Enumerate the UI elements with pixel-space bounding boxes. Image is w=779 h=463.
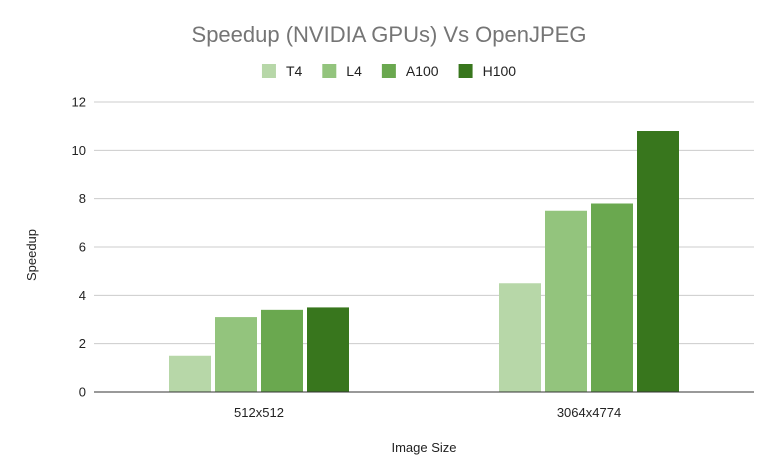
legend-swatch bbox=[261, 64, 276, 78]
legend-item-t4: T4 bbox=[261, 63, 303, 79]
y-tick-label: 10 bbox=[72, 143, 86, 158]
bar-h100-3064x4774 bbox=[637, 131, 679, 392]
y-tick-label: 4 bbox=[79, 288, 86, 303]
legend-label: L4 bbox=[346, 63, 362, 79]
y-axis-ticks: 0 2 4 6 8 10 12 bbox=[72, 95, 86, 400]
y-tick-label: 0 bbox=[79, 385, 86, 400]
x-axis-label: Image Size bbox=[391, 440, 456, 455]
legend-swatch bbox=[381, 64, 396, 78]
legend-label: T4 bbox=[286, 63, 303, 79]
chart-title: Speedup (NVIDIA GPUs) Vs OpenJPEG bbox=[192, 22, 587, 47]
legend: T4 L4 A100 H100 bbox=[261, 63, 517, 79]
y-tick-label: 12 bbox=[72, 95, 86, 110]
y-tick-label: 2 bbox=[79, 336, 86, 351]
legend-item-a100: A100 bbox=[381, 63, 439, 79]
legend-item-l4: L4 bbox=[322, 63, 362, 79]
x-tick-label: 512x512 bbox=[234, 405, 284, 420]
legend-label: H100 bbox=[483, 63, 517, 79]
y-axis-label: Speedup bbox=[24, 229, 39, 281]
legend-swatch bbox=[458, 64, 473, 78]
x-axis-ticks: 512x512 3064x4774 bbox=[234, 405, 621, 420]
bar-a100-512x512 bbox=[261, 309, 303, 392]
y-tick-label: 8 bbox=[79, 191, 86, 206]
bars bbox=[169, 131, 679, 392]
legend-item-h100: H100 bbox=[458, 63, 517, 79]
bar-a100-3064x4774 bbox=[591, 203, 633, 392]
bar-t4-512x512 bbox=[169, 355, 211, 392]
legend-swatch bbox=[322, 64, 337, 78]
bar-l4-3064x4774 bbox=[545, 210, 587, 392]
bar-t4-3064x4774 bbox=[499, 283, 541, 392]
legend-label: A100 bbox=[406, 63, 439, 79]
y-tick-label: 6 bbox=[79, 240, 86, 255]
x-tick-label: 3064x4774 bbox=[557, 405, 621, 420]
bar-l4-512x512 bbox=[215, 317, 257, 392]
bar-h100-512x512 bbox=[307, 307, 349, 392]
